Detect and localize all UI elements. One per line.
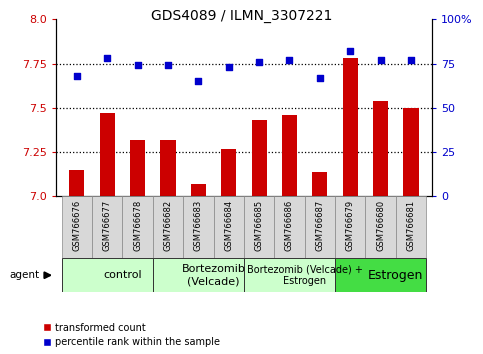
Bar [153, 258, 244, 292]
Text: GSM766681: GSM766681 [407, 200, 415, 251]
Text: GSM766676: GSM766676 [72, 200, 81, 251]
Bar [252, 120, 267, 196]
Text: GSM766678: GSM766678 [133, 200, 142, 251]
Text: GDS4089 / ILMN_3307221: GDS4089 / ILMN_3307221 [151, 9, 332, 23]
Point [377, 57, 384, 63]
Bar [122, 196, 153, 258]
Point [103, 56, 111, 61]
Bar [191, 184, 206, 196]
Bar [373, 101, 388, 196]
Bar [99, 113, 115, 196]
Bar [213, 196, 244, 258]
Bar [244, 258, 335, 292]
Bar [313, 172, 327, 196]
Text: GSM766677: GSM766677 [103, 200, 112, 251]
Bar [160, 140, 175, 196]
Bar [221, 149, 236, 196]
Bar [92, 196, 122, 258]
Bar [62, 258, 153, 292]
Text: GSM766680: GSM766680 [376, 200, 385, 251]
Bar [153, 196, 183, 258]
Bar [62, 196, 92, 258]
Bar [69, 170, 85, 196]
Bar [130, 140, 145, 196]
Point [195, 79, 202, 84]
Bar [183, 196, 213, 258]
Text: GSM766679: GSM766679 [346, 200, 355, 251]
Text: GSM766686: GSM766686 [285, 200, 294, 251]
Point [407, 57, 415, 63]
Legend: transformed count, percentile rank within the sample: transformed count, percentile rank withi… [43, 322, 220, 347]
Text: control: control [103, 270, 142, 280]
Point [316, 75, 324, 81]
Bar [396, 196, 426, 258]
Point [346, 48, 354, 54]
Point [73, 73, 81, 79]
Point [164, 63, 172, 68]
Text: GSM766687: GSM766687 [315, 200, 325, 251]
Bar [342, 58, 358, 196]
Text: GSM766682: GSM766682 [163, 200, 172, 251]
Bar [305, 196, 335, 258]
Bar [366, 196, 396, 258]
Bar [335, 196, 366, 258]
Text: Estrogen: Estrogen [368, 269, 424, 282]
Text: GSM766685: GSM766685 [255, 200, 264, 251]
Bar [335, 258, 426, 292]
Text: Bortezomib (Velcade) +
Estrogen: Bortezomib (Velcade) + Estrogen [247, 264, 363, 286]
Text: Bortezomib
(Velcade): Bortezomib (Velcade) [182, 264, 245, 286]
Bar [403, 108, 419, 196]
Text: GSM766684: GSM766684 [224, 200, 233, 251]
Point [134, 63, 142, 68]
Bar [282, 115, 297, 196]
Point [285, 57, 293, 63]
Text: GSM766683: GSM766683 [194, 200, 203, 251]
Bar [244, 196, 274, 258]
Point [225, 64, 233, 70]
Point [255, 59, 263, 65]
Bar [274, 196, 305, 258]
Text: agent: agent [10, 270, 40, 280]
